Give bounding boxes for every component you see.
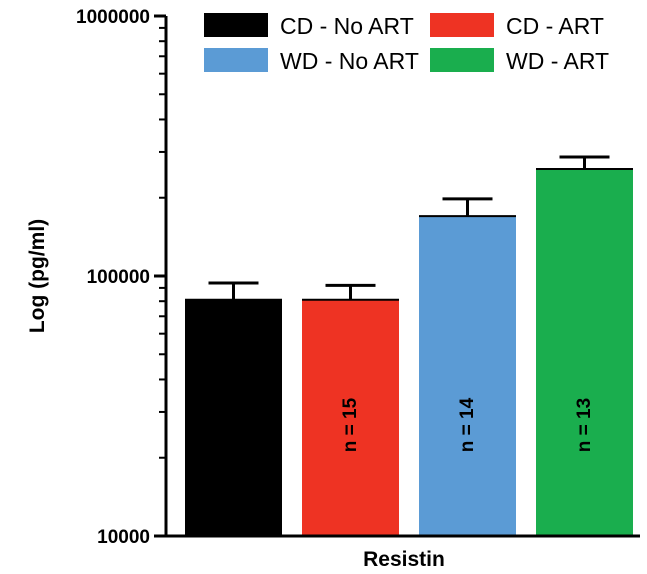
bar [536, 168, 633, 536]
n-label: n = 14 [457, 397, 478, 452]
legend-label: CD - ART [506, 13, 604, 39]
y-tick-label: 1000000 [76, 7, 150, 28]
legend-swatch [430, 48, 494, 72]
y-axis-title: Log (pg/ml) [26, 219, 49, 333]
legend-label: WD - No ART [280, 48, 419, 74]
legend-label: CD - No ART [280, 13, 414, 39]
bar [419, 216, 516, 536]
y-ticks: 10000 100000 1000000 [76, 7, 166, 548]
legend-swatch [430, 13, 494, 37]
legend-swatch [204, 48, 268, 72]
legend: CD - No ART CD - ART WD - No ART WD - ART [204, 13, 609, 74]
n-label: n = 15 [223, 397, 244, 452]
y-tick-label: 10000 [97, 527, 150, 548]
legend-label: WD - ART [506, 48, 609, 74]
bar [185, 299, 282, 536]
n-label: n = 15 [340, 397, 361, 452]
x-axis-title: Resistin [363, 548, 445, 571]
legend-swatch [204, 13, 268, 37]
bars: n = 15 n = 15 n = 14 n = 13 [185, 155, 633, 536]
bar [302, 299, 399, 536]
y-tick-label: 100000 [87, 267, 150, 288]
n-label: n = 13 [574, 398, 595, 452]
